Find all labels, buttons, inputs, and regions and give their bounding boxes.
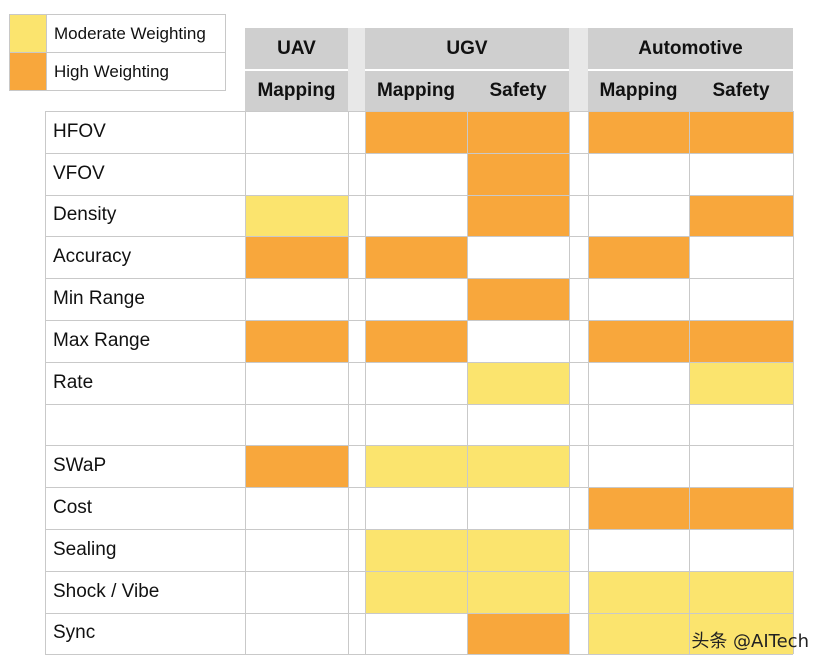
row-label: HFOV xyxy=(53,120,106,142)
cell-high xyxy=(588,321,689,362)
cell-moderate xyxy=(467,362,569,404)
row-label: Cost xyxy=(53,497,93,519)
cell-moderate xyxy=(365,530,467,571)
legend-item-high: High Weighting xyxy=(10,53,225,90)
row-label: Min Range xyxy=(53,288,145,310)
grid-line xyxy=(365,111,366,654)
grid-line xyxy=(467,111,468,654)
cell-high xyxy=(467,613,569,655)
cell-moderate xyxy=(245,195,348,237)
grid-line xyxy=(793,111,794,654)
row-label: VFOV xyxy=(53,162,105,184)
grid-line xyxy=(45,571,793,572)
cell-moderate xyxy=(588,613,689,655)
row-label: Density xyxy=(53,204,117,226)
cell-high xyxy=(588,237,689,279)
cell-high xyxy=(588,488,689,529)
legend: Moderate Weighting High Weighting xyxy=(9,14,226,91)
grid-line xyxy=(45,487,793,488)
row-label: Sync xyxy=(53,622,96,644)
grid-line xyxy=(45,529,793,530)
column-header-safety: Safety xyxy=(689,71,793,111)
cell-moderate xyxy=(365,446,467,488)
grid-line xyxy=(45,153,793,154)
column-header-mapping: Mapping xyxy=(245,71,348,111)
cell-high xyxy=(588,112,689,153)
grid-line xyxy=(45,320,793,321)
row-label: Shock / Vibe xyxy=(53,580,160,602)
grid-line xyxy=(45,236,793,237)
row-label xyxy=(45,404,244,446)
legend-swatch-moderate xyxy=(10,15,47,52)
cell-high xyxy=(467,153,569,195)
cell-high xyxy=(689,195,793,237)
row-label: SWaP xyxy=(53,455,107,477)
legend-label: High Weighting xyxy=(54,61,169,81)
legend-item-moderate: Moderate Weighting xyxy=(10,15,225,53)
cell-high xyxy=(467,112,569,153)
cell-high xyxy=(245,237,348,279)
grid-line xyxy=(45,111,46,654)
grid-line xyxy=(45,445,793,446)
column-header-mapping: Mapping xyxy=(588,71,689,111)
grid-line xyxy=(45,654,793,655)
cell-high xyxy=(689,112,793,153)
column-header-safety: Safety xyxy=(467,71,569,111)
grid-line xyxy=(45,195,793,196)
watermark: 头条 @AITech xyxy=(691,631,809,652)
grid-line xyxy=(689,111,690,654)
group-header-ugv: UGV xyxy=(365,28,569,69)
cell-high xyxy=(365,237,467,279)
grid-line xyxy=(588,111,589,654)
column-header-mapping: Mapping xyxy=(365,71,467,111)
cell-high xyxy=(365,321,467,362)
legend-label: Moderate Weighting xyxy=(54,23,206,43)
row-label: Rate xyxy=(53,371,94,393)
grid-line xyxy=(245,111,246,654)
cell-high xyxy=(467,279,569,320)
grid-line xyxy=(348,111,349,654)
cell-high xyxy=(245,321,348,362)
cell-moderate xyxy=(467,571,569,613)
cell-high xyxy=(467,195,569,237)
row-label: Max Range xyxy=(53,329,151,351)
group-header-uav: UAV xyxy=(245,28,348,69)
grid-line xyxy=(45,404,793,405)
cell-high xyxy=(689,321,793,362)
cell-high xyxy=(245,446,348,488)
cell-moderate xyxy=(689,362,793,404)
cell-high xyxy=(689,488,793,529)
row-label: Sealing xyxy=(53,538,117,560)
cell-moderate xyxy=(689,613,793,655)
cell-moderate xyxy=(588,571,689,613)
group-header-automotive: Automotive xyxy=(588,28,793,69)
cell-moderate xyxy=(689,571,793,613)
grid-line xyxy=(45,362,793,363)
grid-line xyxy=(45,278,793,279)
header-gap xyxy=(569,28,588,111)
cell-moderate xyxy=(365,571,467,613)
cell-moderate xyxy=(467,530,569,571)
cell-moderate xyxy=(467,446,569,488)
cell-high xyxy=(365,112,467,153)
grid-line xyxy=(569,111,570,654)
legend-swatch-high xyxy=(10,53,47,90)
grid-line xyxy=(45,111,793,112)
grid-line xyxy=(45,613,793,614)
row-label: Accuracy xyxy=(53,246,132,268)
header-gap xyxy=(348,28,365,111)
